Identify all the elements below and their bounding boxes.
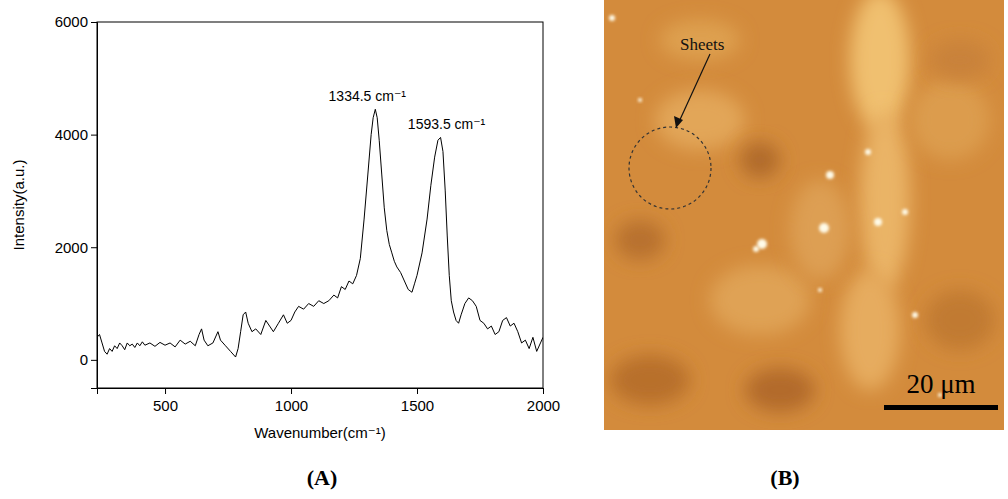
sheets-circle [629,127,711,209]
x-tick-mark [291,388,292,394]
afm-texture [790,180,850,280]
afm-particle [902,209,908,215]
x-tick-label: 500 [153,397,178,414]
x-axis: 500 1000 1500 2000 [98,388,561,414]
y-axis-title: Intensity(a.u.) [10,160,27,251]
sheets-arrowhead [674,116,683,128]
afm-texture [925,290,995,350]
afm-background [604,0,1004,430]
x-tick-label: 2000 [527,397,560,414]
y-tick-mark [91,360,97,361]
x-tick: 1000 [275,388,308,414]
afm-texture [740,142,780,178]
sheets-label: Sheets [680,35,724,54]
afm-particle [638,98,642,102]
y-tick-label: 0 [80,351,88,368]
afm-particle [753,246,759,252]
scale-bar [884,405,998,410]
x-tick: 2000 [527,388,560,414]
y-tick: 2000 [55,239,97,256]
afm-texture [930,40,990,80]
y-tick-mark [91,247,97,248]
afm-texture [660,20,740,60]
plot-area [97,109,543,357]
afm-texture [610,355,690,405]
x-tick: 500 [153,388,178,414]
x-tick-mark [165,388,166,394]
x-tick-label: 1500 [401,397,434,414]
sheets-arrow [678,54,710,124]
y-tick-mark [91,22,97,23]
panel-label: (B) [770,465,799,490]
peak-label: 1334.5 cm⁻¹ [329,88,407,104]
peak-label: 1593.5 cm⁻¹ [408,116,486,132]
afm-image [604,0,1004,430]
afm-particle [819,223,829,233]
x-axis-line [98,389,544,395]
y-tick-label: 2000 [55,239,88,256]
afm-particle [609,15,615,21]
scale-bar-label: 20 μm [906,369,975,399]
y-tick-label: 6000 [55,13,88,30]
afm-texture [745,368,815,412]
afm-texture [710,265,810,335]
y-tick-mark [91,135,97,136]
x-tick-mark [543,388,544,394]
x-tick: 1500 [401,388,434,414]
afm-texture [850,0,910,130]
afm-particle [865,149,871,155]
plot-frame [97,22,543,388]
y-tick: 4000 [55,126,97,143]
y-tick: 6000 [55,13,97,30]
panel-a: 500 1000 1500 2000 0 2000 4000 6000 Wavenumber(c… [10,13,560,441]
panel-label: (A) [307,465,338,490]
figure: 500 1000 1500 2000 0 2000 4000 6000 Wavenumber(c… [0,0,1008,499]
afm-particle [874,218,882,226]
afm-particle [912,312,918,318]
afm-texture [840,270,900,390]
x-tick-mark [417,388,418,394]
afm-particle [818,288,822,292]
afm-texture [910,80,990,160]
x-tick-label: 1000 [275,397,308,414]
x-axis-title: Wavenumber(cm⁻¹) [254,424,386,441]
afm-texture [860,110,910,290]
afm-texture [615,220,665,260]
y-tick: 0 [80,351,97,368]
y-axis: 0 2000 4000 6000 [55,13,98,388]
y-axis-line [91,23,98,389]
afm-particle [826,171,834,179]
spectrum-line [97,109,543,357]
panel-b: Sheets 20 μm [604,0,1004,430]
y-tick-label: 4000 [55,126,88,143]
afm-texture [655,90,745,150]
